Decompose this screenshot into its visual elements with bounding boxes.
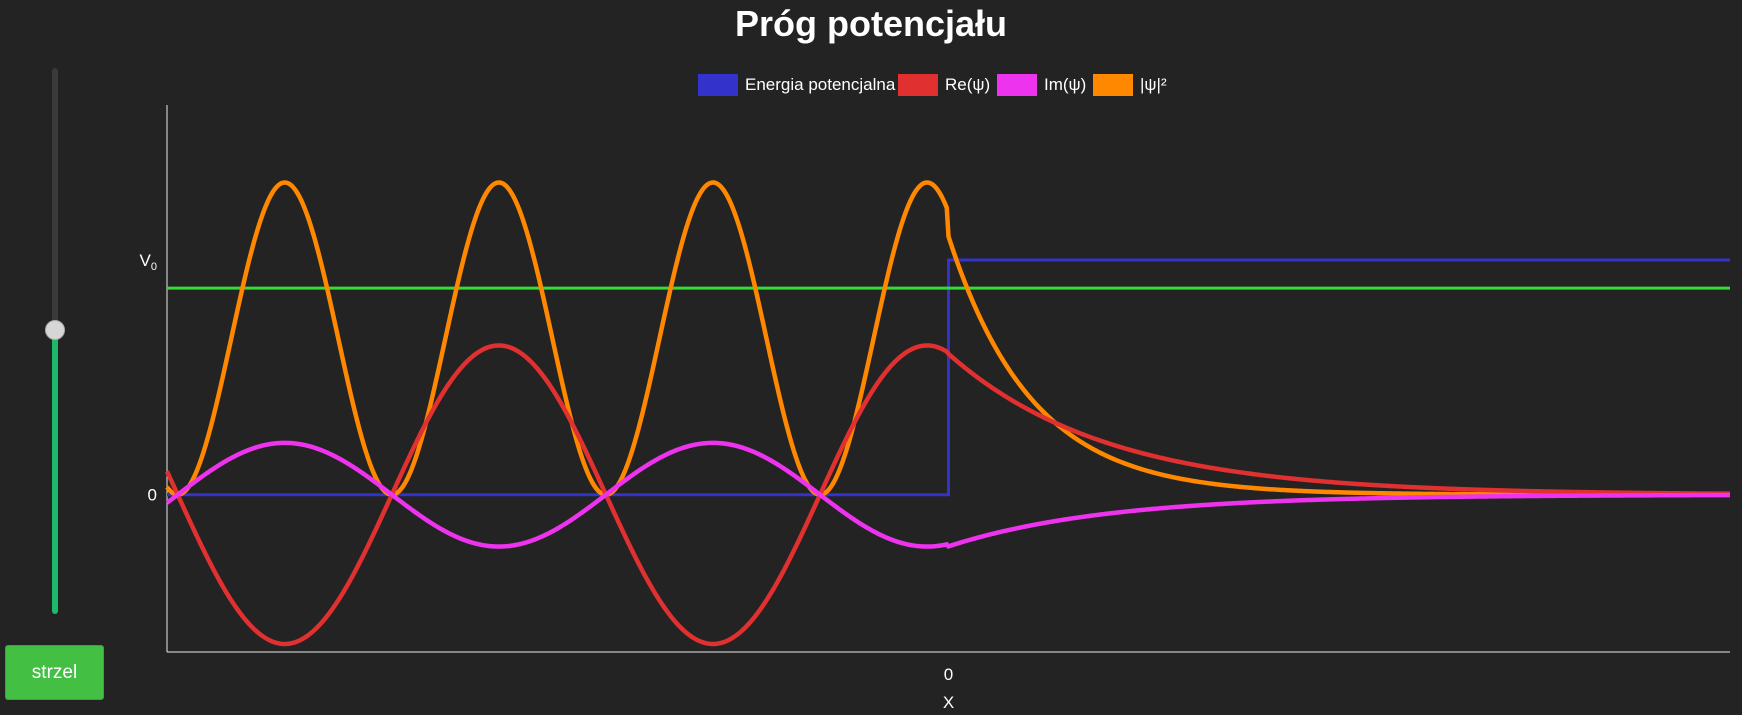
legend-swatch-im <box>997 74 1037 96</box>
x-axis-label: X <box>943 693 954 712</box>
series-re-line <box>164 343 1731 647</box>
page-title: Próg potencjału <box>734 3 1008 44</box>
y-tick-label: V0 <box>140 251 157 273</box>
legend-label-re: Re(ψ) <box>945 75 990 94</box>
series-im-line <box>165 440 1731 549</box>
x-tick-label: 0 <box>944 665 953 684</box>
legend-label-potential: Energia potencjalna <box>745 75 896 94</box>
y-tick-label-sub: 0 <box>151 261 157 273</box>
y-tick-label: 0 <box>148 486 157 505</box>
y-tick-label-main: V <box>140 251 152 270</box>
legend-swatch-prob <box>1093 74 1133 96</box>
energy-slider[interactable] <box>42 68 68 614</box>
slider-thumb[interactable] <box>45 320 65 341</box>
slider-fill <box>52 330 58 614</box>
legend-label-im: Im(ψ) <box>1044 75 1086 94</box>
legend-swatch-potential <box>698 74 738 96</box>
shoot-button[interactable]: strzel <box>5 645 104 700</box>
legend-label-prob: |ψ|² <box>1140 75 1167 94</box>
legend-swatch-re <box>898 74 938 96</box>
series-potential-line <box>167 258 1730 497</box>
y-tick-label-main: 0 <box>148 486 157 505</box>
